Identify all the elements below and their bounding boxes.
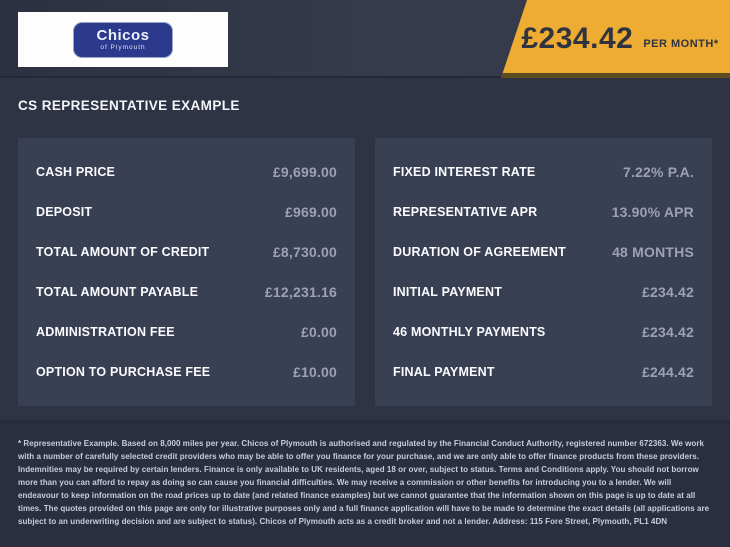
disclaimer-text: * Representative Example. Based on 8,000… (18, 439, 710, 526)
dealer-logo-plate: Chicos of Plymouth (73, 21, 173, 58)
finance-panel-right: FIXED INTEREST RATE 7.22% P.A. REPRESENT… (375, 138, 712, 406)
finance-value: £0.00 (300, 324, 337, 340)
finance-value: £9,699.00 (272, 164, 337, 180)
finance-value: £969.00 (284, 204, 337, 220)
finance-value: £12,231.16 (264, 284, 337, 300)
finance-label: DEPOSIT (36, 205, 93, 219)
finance-value: £234.42 (641, 284, 694, 300)
finance-label: DURATION OF AGREEMENT (393, 245, 566, 259)
finance-row-apr: REPRESENTATIVE APR 13.90% APR (393, 192, 694, 232)
finance-label: OPTION TO PURCHASE FEE (36, 365, 211, 379)
finance-label: ADMINISTRATION FEE (36, 325, 175, 339)
finance-row-monthly-payments: 46 MONTHLY PAYMENTS £234.42 (393, 312, 694, 352)
finance-example-section: CS REPRESENTATIVE EXAMPLE CASH PRICE £9,… (0, 78, 730, 420)
disclaimer-footer: * Representative Example. Based on 8,000… (0, 420, 730, 547)
finance-panel-left: CASH PRICE £9,699.00 DEPOSIT £969.00 TOT… (18, 138, 355, 406)
finance-value: £234.42 (641, 324, 694, 340)
monthly-price-suffix: PER MONTH* (643, 37, 719, 50)
finance-value: £10.00 (292, 364, 337, 380)
finance-value: 48 MONTHS (612, 244, 694, 260)
finance-label: TOTAL AMOUNT OF CREDIT (36, 245, 210, 259)
finance-row-total-credit: TOTAL AMOUNT OF CREDIT £8,730.00 (36, 232, 337, 272)
finance-value: 7.22% P.A. (622, 164, 694, 180)
dealer-logo-subtext: of Plymouth (100, 43, 146, 51)
finance-row-initial-payment: INITIAL PAYMENT £234.42 (393, 272, 694, 312)
finance-label: REPRESENTATIVE APR (393, 205, 538, 219)
finance-row-deposit: DEPOSIT £969.00 (36, 192, 337, 232)
finance-label: 46 MONTHLY PAYMENTS (393, 325, 546, 339)
finance-row-interest-rate: FIXED INTEREST RATE 7.22% P.A. (393, 152, 694, 192)
finance-label: CASH PRICE (36, 165, 116, 179)
finance-row-total-payable: TOTAL AMOUNT PAYABLE £12,231.16 (36, 272, 337, 312)
finance-panels: CASH PRICE £9,699.00 DEPOSIT £969.00 TOT… (18, 138, 712, 406)
dealer-logo: Chicos of Plymouth (18, 12, 228, 67)
finance-row-admin-fee: ADMINISTRATION FEE £0.00 (36, 312, 337, 352)
finance-row-cash-price: CASH PRICE £9,699.00 (36, 152, 337, 192)
dealer-logo-brand: Chicos (96, 26, 150, 44)
finance-value: £244.42 (641, 364, 694, 380)
header-bar: Chicos of Plymouth £234.42 PER MONTH* (0, 0, 730, 78)
finance-row-purchase-fee: OPTION TO PURCHASE FEE £10.00 (36, 352, 337, 392)
finance-label: INITIAL PAYMENT (393, 285, 503, 299)
finance-label: FINAL PAYMENT (393, 365, 495, 379)
finance-value: 13.90% APR (611, 204, 694, 220)
finance-label: TOTAL AMOUNT PAYABLE (36, 285, 199, 299)
monthly-price-amount: £234.42 (521, 22, 634, 55)
section-title: CS REPRESENTATIVE EXAMPLE (18, 98, 240, 113)
finance-value: £8,730.00 (272, 244, 337, 260)
finance-row-final-payment: FINAL PAYMENT £244.42 (393, 352, 694, 392)
finance-row-duration: DURATION OF AGREEMENT 48 MONTHS (393, 232, 694, 272)
monthly-price-badge: £234.42 PER MONTH* (501, 0, 730, 78)
finance-label: FIXED INTEREST RATE (393, 165, 536, 179)
